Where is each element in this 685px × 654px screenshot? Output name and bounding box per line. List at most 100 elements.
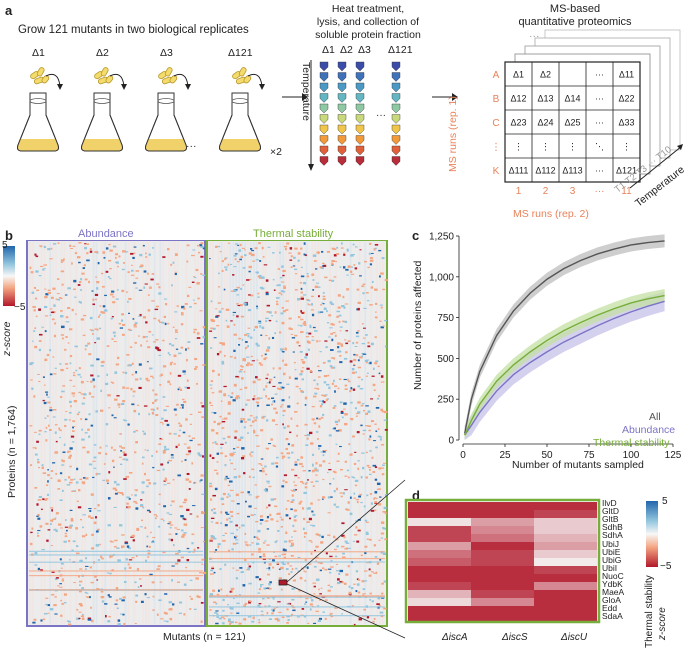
ms-grid-cell: Δ1 [513, 70, 524, 80]
tube-label-3: Δ3 [358, 44, 371, 56]
d-gene-label: SdhB [602, 522, 623, 533]
tube-icon [337, 135, 347, 145]
c-band-thermal-stability [464, 289, 665, 440]
heat-text-2: lysis, and collection of [316, 16, 420, 28]
d-gene-label: IlvD [602, 498, 617, 508]
d-heatmap-cell [471, 510, 534, 518]
ms-title-2: quantitative proteomics [518, 16, 632, 28]
flask-label-1: Δ1 [32, 47, 45, 59]
c-y-label: Number of proteins affected [412, 260, 424, 390]
c-y-tick-label: 1,000 [429, 272, 454, 283]
ms-row-label: ⋮ [491, 142, 501, 153]
d-heatmap-cell [534, 582, 597, 590]
zoom-box [278, 579, 288, 586]
flasks-illustration [17, 66, 265, 152]
panel-c-label: c [412, 228, 420, 243]
d-heatmap-cell [408, 574, 471, 582]
ms-col-label: 1 [516, 186, 522, 197]
tube-icon [355, 156, 365, 166]
svg-text:···: ··· [376, 110, 386, 121]
tube-icon [355, 72, 365, 82]
b-y-label: Proteins (n = 1,764) [6, 405, 18, 498]
c-y-tick-label: 1,250 [429, 232, 454, 243]
d-heatmap-cell [471, 542, 534, 550]
d-gene-label: GltB [602, 514, 619, 525]
ms-grid-cell: ⋮ [568, 142, 577, 152]
tube-icon [355, 135, 365, 145]
d-heatmap-cell [534, 606, 597, 614]
c-x-tick-label: 75 [583, 450, 595, 461]
d-colorbar [646, 501, 658, 567]
tube-icon [391, 61, 401, 72]
d-heatmap-cell [408, 558, 471, 566]
ms-grid-cell: Δ11 [619, 70, 634, 80]
tube-icon [319, 156, 329, 166]
heat-text-3: soluble protein fraction [315, 29, 421, 41]
c-x-tick-label: 125 [665, 450, 682, 461]
d-col-2: ΔiscS [502, 632, 528, 643]
c-x-tick-label: 25 [499, 450, 511, 461]
d-colorbar-title-2: z-score [657, 607, 668, 640]
d-heatmap-cell [408, 510, 471, 518]
tube-icon [337, 124, 347, 135]
d-colorbar-title-1: Thermal stability [644, 575, 655, 648]
heat-text-1: Heat treatment, [331, 3, 405, 15]
sampling-chart: 0 250 500 750 1,000 1,250 0 25 50 75 100 125 [429, 232, 682, 461]
ms-grid-cell: Δ12 [510, 94, 526, 104]
tube-icon [319, 135, 329, 145]
d-heatmap-cell [471, 590, 534, 598]
tube-icon [391, 145, 401, 156]
ms-col-label: 2 [543, 186, 549, 197]
d-heatmap-cell [534, 526, 597, 534]
panel-d-label: d [412, 488, 420, 503]
ms-grid-cell: Δ13 [537, 94, 553, 104]
tube-icon [319, 145, 329, 156]
ms-grid-cell: ··· [595, 94, 604, 104]
d-heatmap-cell [534, 558, 597, 566]
d-heatmap-cell [408, 614, 471, 622]
c-x-tick-label: 100 [623, 450, 640, 461]
ms-grid-cell: ⋮ [514, 142, 523, 152]
d-heatmap-cell [534, 542, 597, 550]
b-colorbar-min: −5 [14, 302, 26, 313]
d-heatmap-cell [408, 606, 471, 614]
d-heatmap-cell [408, 518, 471, 526]
ms-grid-cell: ··· [595, 118, 604, 128]
d-colorbar-min: −5 [660, 561, 672, 572]
tube-icon [355, 114, 365, 124]
tube-icon [391, 156, 401, 166]
flask-group-1 [17, 66, 63, 152]
ms-row-label: C [492, 118, 499, 129]
c-y-tick-label: 500 [437, 354, 454, 365]
tube-label-1: Δ1 [322, 44, 335, 56]
d-heatmap-cell [471, 606, 534, 614]
ms-row-label: A [493, 70, 500, 81]
ms-grid-cell: Δ24 [537, 118, 553, 128]
b-colorbar-title: z-score [1, 321, 13, 356]
d-heatmap-cell [534, 574, 597, 582]
d-gene-label: SdhA [602, 530, 623, 541]
d-gene-label: GloA [602, 595, 621, 606]
ms-grid-cell: Δ33 [618, 118, 634, 128]
ms-row-label: B [493, 94, 500, 105]
temperature-label: Temperature [300, 62, 312, 121]
flask-label-3: Δ3 [160, 47, 173, 59]
ms-runs-rep2: MS runs (rep. 2) [513, 208, 589, 220]
c-y-tick-label: 250 [437, 395, 454, 406]
d-heatmap-cell [408, 582, 471, 590]
arrow-1-icon [282, 93, 308, 101]
d-col-3: ΔiscU [561, 632, 588, 643]
d-heatmap-cell [471, 566, 534, 574]
d-gene-label: UbiG [602, 554, 622, 565]
flask-group-4 [219, 66, 265, 152]
d-heatmap-cell [408, 526, 471, 534]
ms-grid-cell: ⋮ [622, 142, 631, 152]
c-line-abundance [464, 300, 665, 436]
tube-icon [391, 82, 401, 93]
tube-icon [391, 72, 401, 82]
d-gene-label: SdaA [602, 611, 623, 622]
d-gene-label: NuoC [602, 570, 624, 581]
abundance-title: Abundance [78, 228, 134, 240]
d-heatmap-cell [471, 502, 534, 510]
ms-grid-illustration: Δ1 Δ2 ··· Δ11 A Δ12 Δ13 Δ14 ··· Δ22 B Δ23 Δ24 Δ25 ··· Δ… [491, 29, 683, 197]
